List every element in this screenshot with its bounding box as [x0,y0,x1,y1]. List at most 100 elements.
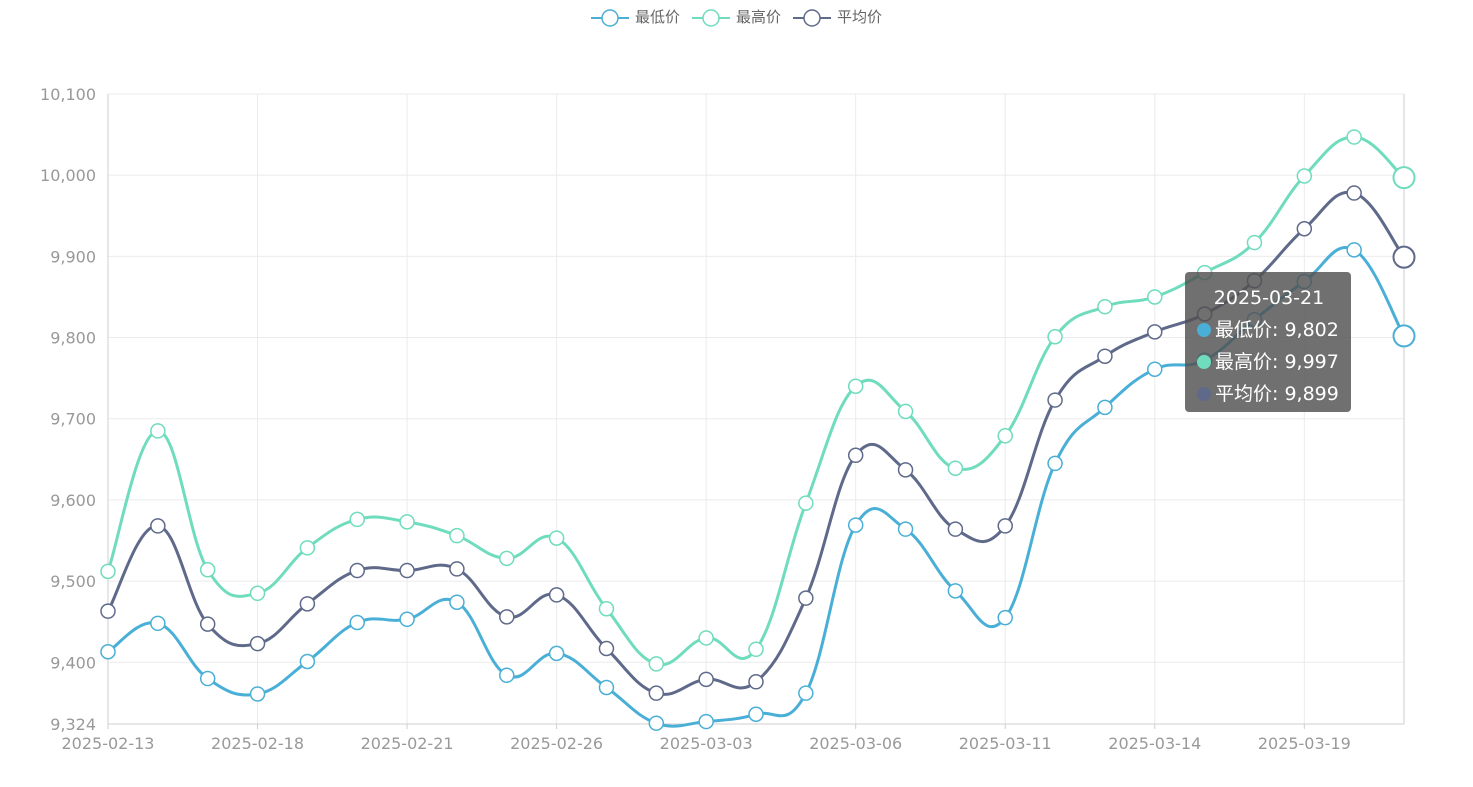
data-point [847,517,864,533]
tooltip-date: 2025-03-21 [1213,287,1325,309]
tooltip-row-avg: 平均价: 9,899 [1197,378,1341,410]
data-point [499,667,515,684]
data-point [1346,129,1362,145]
data-point [449,527,465,544]
data-point [847,447,864,464]
data-point [349,511,365,528]
data-point [798,685,814,701]
data-point [1246,234,1263,251]
tooltip-text-low: 最低价: 9,802 [1215,319,1339,341]
data-point [150,518,166,534]
legend-item-1[interactable]: 最高价 [691,6,781,27]
data-point [798,590,814,606]
data-point [399,514,415,530]
x-tick-label: 2025-03-19 [1258,734,1351,753]
data-point [1147,361,1163,377]
legend: 最低价 最高价 平均价 [0,6,1473,27]
data-point [648,656,665,672]
tooltip-row-high: 最高价: 9,997 [1197,346,1341,378]
legend-label: 最高价 [735,8,781,26]
tooltip-dot-high [1197,355,1211,369]
data-point [1097,348,1113,364]
data-point [947,521,964,537]
y-tick-label: 10,100 [40,85,96,104]
data-point [1392,166,1416,190]
data-point [997,518,1013,534]
tooltip-text-avg: 平均价: 9,899 [1215,383,1339,405]
data-point [997,609,1013,626]
tooltip: 2025-03-21 最低价: 9,802 最高价: 9,997 平均价: 9,… [1185,272,1351,412]
data-point [150,423,166,439]
y-tick-label: 9,700 [50,410,96,429]
data-point [1147,324,1163,340]
tooltip-dot-avg [1197,387,1211,401]
data-point [100,603,116,619]
y-tick-label: 9,900 [50,247,96,266]
x-tick-label: 2025-03-03 [660,734,753,753]
data-point [349,614,365,631]
legend-marker-icon [793,8,831,27]
data-point [1296,221,1313,237]
data-point [199,616,216,632]
data-point [1296,168,1313,184]
y-tick-label: 10,000 [40,166,96,185]
data-point [249,585,266,602]
y-tick-label: 9,324 [50,715,96,734]
data-point [349,562,365,579]
data-point [299,540,316,556]
data-point [1097,298,1113,315]
x-tick-label: 2025-03-06 [809,734,902,753]
data-point [1147,289,1163,305]
data-point [449,594,465,610]
data-point [449,561,465,577]
data-point [1392,245,1416,269]
data-point [548,530,565,546]
tooltip-row-low: 最低价: 9,802 [1197,314,1341,346]
data-point [249,635,266,652]
data-point [249,686,266,702]
legend-item-2[interactable]: 平均价 [793,6,882,27]
data-point [1097,399,1113,416]
x-tick-label: 2025-03-14 [1108,734,1201,753]
y-tick-label: 9,400 [50,653,96,672]
data-point [598,679,615,696]
legend-item-0[interactable]: 最低价 [590,6,680,27]
data-point [698,630,714,646]
data-point [399,562,415,579]
legend-marker-icon [590,8,629,27]
y-tick-label: 9,600 [50,491,96,510]
data-point [1047,328,1063,345]
data-point [150,615,166,632]
x-tick-label: 2025-02-21 [361,734,454,753]
data-point [548,645,565,662]
data-point [100,563,116,580]
data-point [299,596,316,612]
data-point [299,653,316,670]
data-point [798,495,814,511]
legend-marker-icon [691,8,730,27]
x-tick-label: 2025-02-18 [211,734,304,753]
data-point [199,670,216,687]
tooltip-dot-low [1197,323,1211,337]
data-point [1392,324,1416,348]
data-point [698,713,714,730]
data-point [548,587,565,603]
data-point [847,378,864,395]
data-point [598,640,615,657]
data-point [897,403,914,420]
x-tick-label: 2025-02-13 [62,734,155,753]
tooltip-text-high: 最高价: 9,997 [1215,351,1339,373]
data-point [1346,185,1362,201]
data-point [698,671,714,688]
data-point [648,715,665,731]
data-point [997,428,1013,444]
x-tick-label: 2025-02-26 [510,734,603,753]
data-point [499,550,515,567]
data-point [897,521,914,537]
data-point [748,674,764,690]
data-point [100,643,116,660]
x-tick-label: 2025-03-11 [959,734,1052,753]
data-point [1346,242,1362,258]
data-point [499,609,515,625]
legend-label: 最低价 [634,8,680,26]
